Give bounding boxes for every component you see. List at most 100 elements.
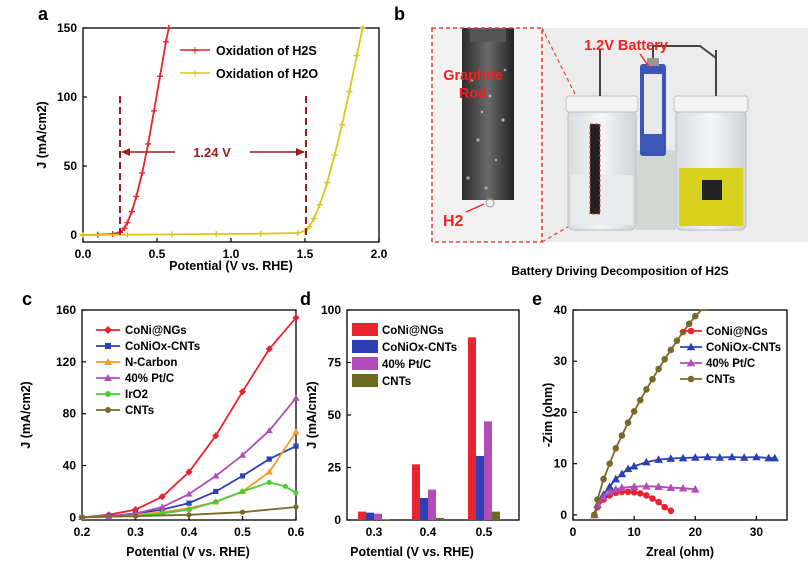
- left-cell-solution: [571, 175, 633, 225]
- a-series-1-point-9: [316, 201, 323, 208]
- chart-c-ylabel: J (mA/cm2): [19, 381, 33, 448]
- wires: [599, 45, 717, 96]
- c-series-4-point-5: [239, 488, 246, 495]
- a-ytick-label-3: 150: [57, 21, 77, 35]
- arrow-right-head: [296, 148, 305, 156]
- c-xtick-label-2: 0.4: [181, 525, 198, 539]
- a-series-1-point-7: [306, 223, 313, 230]
- c-series-1-point-7: [266, 456, 272, 462]
- d-bar-0-2: [468, 337, 476, 520]
- zoom-line-bottom: [541, 213, 591, 243]
- e-series-1-point-5: [617, 469, 627, 478]
- d-bar-2-2: [484, 421, 492, 520]
- right-electrode: [702, 180, 722, 200]
- d-ytick-label-1: 25: [328, 461, 342, 475]
- a-series-0-point-13: [165, 25, 172, 31]
- c-series-3-point-4: [185, 490, 193, 497]
- rod-bubbles: [466, 68, 507, 190]
- e-series-1-point-7: [629, 461, 639, 470]
- e-series-0-point-6: [624, 488, 632, 496]
- c-series-3-point-3: [158, 503, 166, 510]
- c-series-0-point-6: [238, 388, 247, 396]
- e-series-2-point-2: [599, 492, 608, 501]
- e-series-0-point-8: [636, 490, 644, 497]
- c-series-5-point-1: [132, 513, 139, 519]
- c-series-3-point-5: [212, 472, 220, 479]
- chart-e-legend: CoNi@NGs CoNiOx-CNTs 40% Pt/C CNTs: [680, 326, 781, 386]
- legend-c-label-5: CNTs: [125, 405, 154, 417]
- e-series-2-point-9: [666, 483, 676, 492]
- e-series-0-point-12: [661, 503, 669, 511]
- a-ytick-label-1: 50: [64, 159, 78, 173]
- e-ytick-label-4: 40: [554, 303, 568, 317]
- legend-d-swatch-1: [352, 340, 378, 353]
- h2-label: H2: [443, 213, 464, 230]
- graphite-label-line2: Rod: [459, 86, 487, 102]
- panel-label-e: e: [532, 289, 542, 309]
- a-series-0-line: [82, 27, 170, 236]
- legend-c-label-1: CoNiOx-CNTs: [125, 341, 200, 353]
- photo-caption: Battery Driving Decomposition of H2S: [511, 264, 728, 278]
- e-series-1-point-14: [715, 453, 725, 461]
- battery-arrow: [639, 53, 651, 69]
- c-series-5-point-0: [79, 514, 85, 521]
- c-series-2-point-6: [265, 468, 273, 475]
- c-xtick-label-0: 0.2: [74, 525, 91, 539]
- d-bar-1-2: [476, 455, 484, 520]
- e-series-1-point-16: [739, 453, 749, 461]
- legend-c-marker-4: [105, 391, 111, 397]
- c-series-1-point-5: [213, 488, 219, 495]
- graphite-rod: [462, 28, 514, 200]
- panel-label-c: c: [22, 289, 32, 309]
- a-series-1-point-0: [80, 232, 86, 239]
- e-series-3-point-13: [667, 346, 675, 354]
- legend-c-marker-2: [104, 358, 112, 365]
- e-series-2-point-5: [617, 483, 627, 492]
- a-series-1-line: [82, 27, 364, 236]
- legend-e-marker-1: [686, 342, 696, 351]
- e-xtick-label-3: 30: [750, 525, 764, 539]
- c-series-0-point-7: [265, 345, 273, 353]
- zoom-line-top: [541, 27, 591, 125]
- a-series-1-point-15: [359, 25, 366, 31]
- legend-c-label-2: N-Carbon: [125, 357, 177, 369]
- photo-panel: Graphite Rod H2 1.2V Battery Battery Dri…: [431, 27, 808, 278]
- e-ytick-label-1: 10: [554, 457, 568, 471]
- battery-terminal: [647, 58, 659, 66]
- legend-c-marker-0: [104, 326, 112, 334]
- legend-d-label-1: CoNiOx-CNTs: [382, 342, 457, 354]
- e-ytick-label-0: 0: [560, 508, 567, 522]
- c-series-5-point-4: [293, 504, 299, 510]
- e-series-1-point-19: [770, 453, 780, 462]
- d-bar-2-1: [428, 489, 436, 520]
- arrow-left-head: [121, 148, 130, 156]
- c-series-4-point-7: [282, 483, 288, 489]
- legend-a-label-1: Oxidation of H2O: [216, 67, 318, 81]
- legend-a-marker-1: +: [191, 65, 199, 81]
- annotation-1-24v: 1.24 V: [193, 145, 231, 160]
- c-xtick-label-4: 0.6: [288, 525, 305, 539]
- a-series-1-point-3: [213, 230, 220, 237]
- a-series-0-point-4: [121, 225, 128, 232]
- e-series-3-point-5: [618, 432, 626, 439]
- d-bar-3-2: [492, 511, 500, 520]
- left-cell-cap: [565, 95, 639, 113]
- e-series-2-point-8: [654, 482, 663, 491]
- chart-e-frame: [572, 309, 788, 521]
- d-bar-1-0: [366, 512, 374, 520]
- c-ytick-label-2: 80: [63, 407, 77, 421]
- d-xtick-label-2: 0.5: [476, 525, 493, 539]
- a-ytick-label-0: 0: [70, 228, 77, 242]
- a-series-0-point-11: [156, 73, 163, 80]
- e-series-2-point-10: [678, 483, 688, 492]
- a-xtick-label-3: 1.5: [297, 247, 314, 261]
- a-xtick-label-0: 0.0: [75, 247, 92, 261]
- legend-a-label-0: Oxidation of H2S: [216, 44, 317, 58]
- c-ytick-label-4: 160: [56, 303, 76, 317]
- panel-label-b: b: [394, 4, 405, 24]
- battery-label-area: [644, 74, 662, 134]
- a-series-0-point-10: [151, 107, 158, 114]
- c-series-1-point-6: [239, 473, 246, 479]
- a-series-1-point-8: [310, 215, 317, 222]
- a-series-1-point-12: [339, 121, 345, 128]
